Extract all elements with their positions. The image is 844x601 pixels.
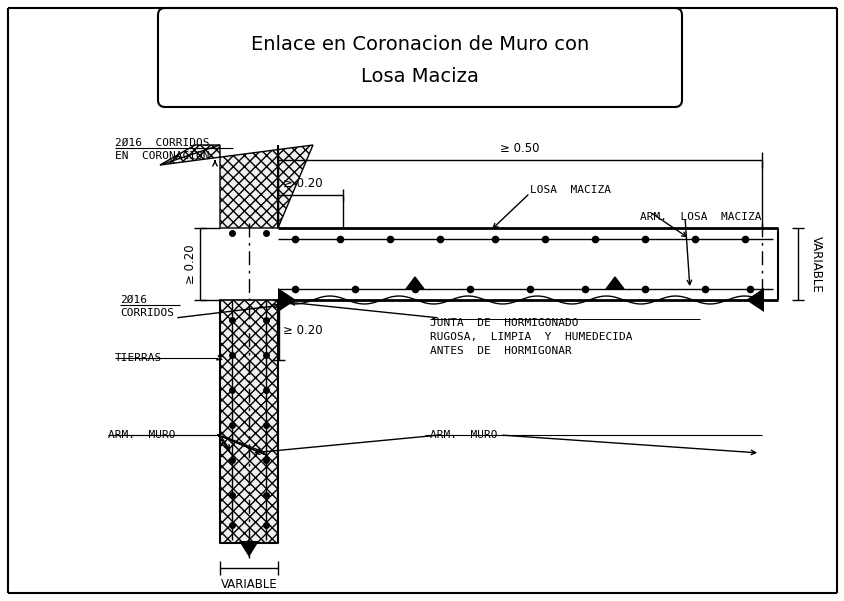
Text: EN  CORONACION: EN CORONACION xyxy=(115,151,209,161)
Text: ≥ 0.50: ≥ 0.50 xyxy=(500,142,539,155)
Text: ≥ 0.20: ≥ 0.20 xyxy=(184,244,197,284)
Text: LOSA  MACIZA: LOSA MACIZA xyxy=(529,185,610,195)
Polygon shape xyxy=(278,288,295,312)
Text: RUGOSA,  LIMPIA  Y  HUMEDECIDA: RUGOSA, LIMPIA Y HUMEDECIDA xyxy=(430,332,632,342)
Text: ARM.  LOSA  MACIZA: ARM. LOSA MACIZA xyxy=(639,212,760,222)
Text: Losa Maciza: Losa Maciza xyxy=(360,67,479,86)
Text: TIERRAS: TIERRAS xyxy=(115,353,162,363)
Text: 2Ø16: 2Ø16 xyxy=(120,295,147,305)
Polygon shape xyxy=(745,288,763,312)
Polygon shape xyxy=(160,145,312,228)
Text: JUNTA  DE  HORMIGONADO: JUNTA DE HORMIGONADO xyxy=(430,318,578,328)
Text: VARIABLE: VARIABLE xyxy=(220,578,277,591)
Polygon shape xyxy=(405,277,424,289)
Text: Enlace en Coronacion de Muro con: Enlace en Coronacion de Muro con xyxy=(251,35,588,54)
Text: ARM.  MURO: ARM. MURO xyxy=(108,430,176,440)
Text: 2Ø16  CORRIDOS: 2Ø16 CORRIDOS xyxy=(115,138,209,148)
Text: ANTES  DE  HORMIGONAR: ANTES DE HORMIGONAR xyxy=(430,346,571,356)
Polygon shape xyxy=(239,541,259,557)
Bar xyxy=(219,300,278,543)
Text: ARM.  MURO: ARM. MURO xyxy=(430,430,497,440)
Text: ≥ 0.20: ≥ 0.20 xyxy=(283,177,322,190)
Text: ≥ 0.20: ≥ 0.20 xyxy=(283,323,322,337)
FancyBboxPatch shape xyxy=(158,8,681,107)
Text: CORRIDOS: CORRIDOS xyxy=(120,308,174,318)
Polygon shape xyxy=(605,277,623,289)
Text: VARIABLE: VARIABLE xyxy=(809,236,822,292)
